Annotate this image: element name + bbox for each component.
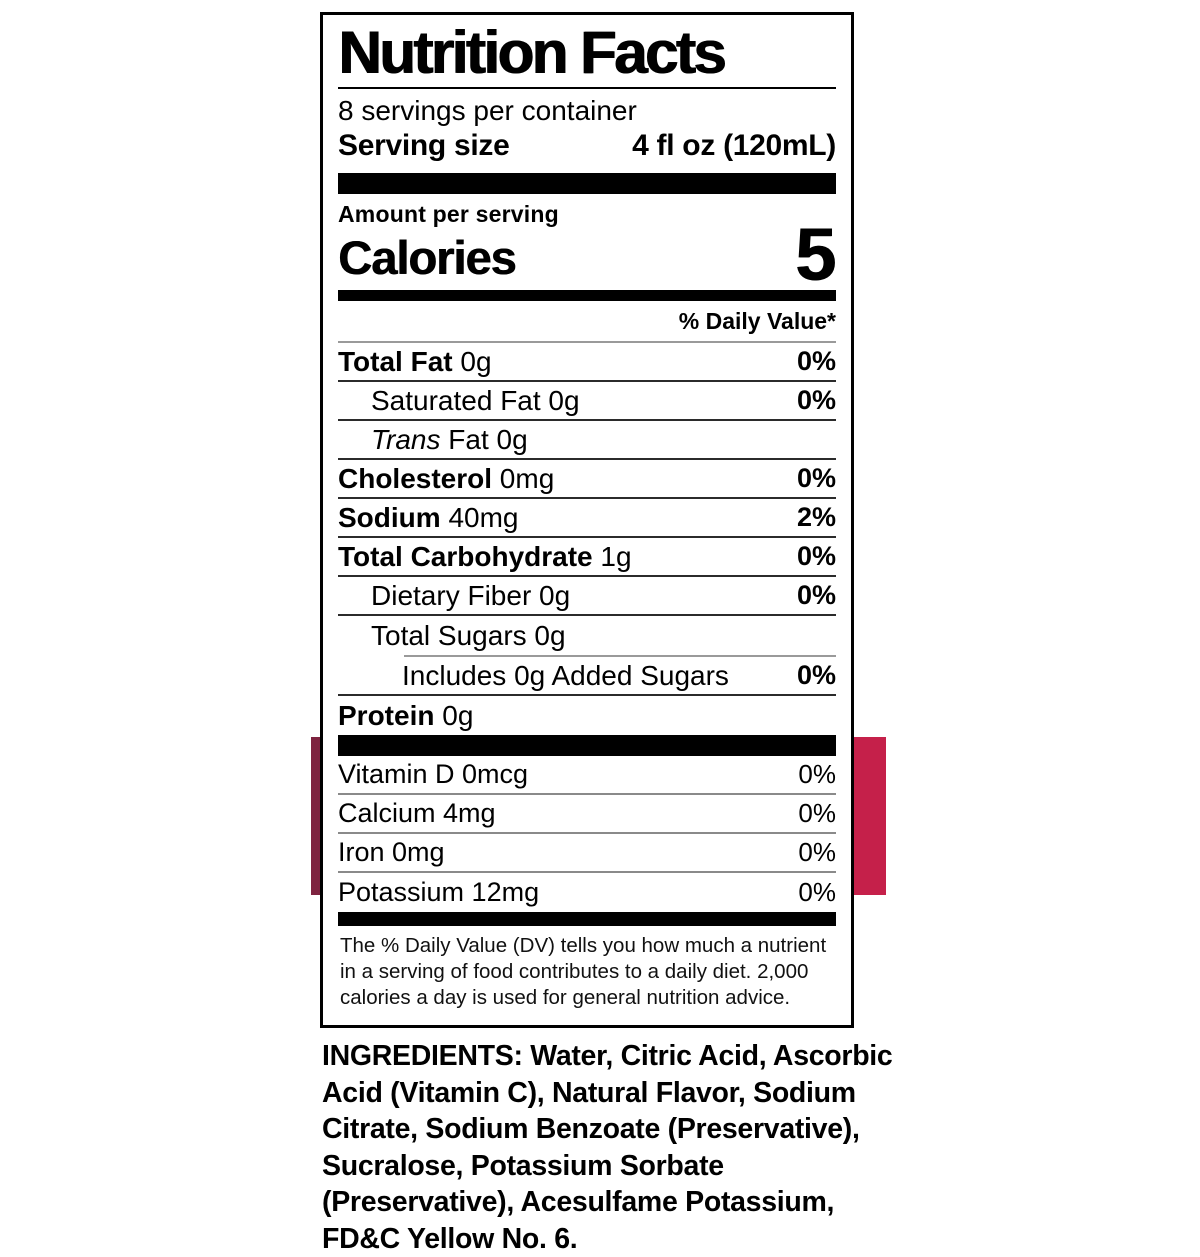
daily-value: 0% [796,385,836,415]
daily-value-footnote: The % Daily Value (DV) tells you how muc… [340,934,827,1009]
micronutrient-name: Iron 0mg [338,837,445,867]
nutrient-row: Saturated Fat 0g 0% [338,382,836,421]
divider-bar-footnote [338,912,836,926]
daily-value: 0% [798,837,836,867]
serving-size-value: 4 fl oz (120mL) [632,129,836,162]
daily-value: 0% [796,580,836,610]
micronutrient-name: Vitamin D 0mcg [338,759,529,789]
nutrient-name: Total Sugars 0g [371,619,566,651]
partial-rule [404,655,836,657]
serving-size-row: Serving size 4 fl oz (120mL) [338,127,836,164]
daily-value: 0% [796,463,836,493]
ingredients-text: INGREDIENTS: Water, Citric Acid, Ascorbi… [322,1040,893,1255]
nutrient-row: Total Carbohydrate 1g 0% [338,538,836,577]
nutrient-row: Total Sugars 0g [338,616,836,655]
calories-label: Calories [338,231,516,284]
nutrient-name: Trans Fat 0g [371,423,528,455]
nutrient-row: Trans Fat 0g [338,421,836,460]
amount-per-serving-label: Amount per serving [338,201,559,227]
label-title: Nutrition Facts [338,15,836,89]
divider-bar-thick [338,735,836,756]
nutrient-name: Cholesterol 0mg [338,462,555,494]
daily-value: 0% [798,798,836,828]
daily-value: 2% [796,502,836,532]
serving-size-label: Serving size [338,129,510,162]
calories-row: Calories 5 [338,213,836,296]
servings-per-container: 8 servings per container [338,95,637,126]
nutrient-row: Total Fat 0g 0% [338,343,836,382]
right-accent-bar [853,737,886,895]
micronutrient-rows: Vitamin D 0mcg 0% Calcium 4mg 0% Iron 0mg 0% P… [338,756,836,912]
nutrient-name: Dietary Fiber 0g [371,579,571,611]
nutrient-row: Protein 0g [338,696,836,735]
nutrient-name: Protein 0g [338,699,474,731]
nutrient-name: Total Carbohydrate 1g [338,540,632,572]
daily-value: 0% [796,541,836,571]
nutrient-row: Includes 0g Added Sugars 0% [338,657,836,696]
daily-value: 0% [798,877,836,907]
micronutrient-row: Calcium 4mg 0% [338,795,836,834]
daily-value-header: % Daily Value* [338,301,836,343]
nutrient-name: Sodium 40mg [338,501,519,533]
divider-bar-medium [338,290,836,301]
nutrient-rows: Total Fat 0g 0% Saturated Fat 0g 0% Trans Fa… [338,343,836,735]
left-accent-bar [311,737,321,895]
nutrient-name: Includes 0g Added Sugars [402,659,729,691]
micronutrient-row: Vitamin D 0mcg 0% [338,756,836,795]
daily-value: 0% [796,346,836,376]
divider-bar-thick [338,173,836,194]
nutrient-row: Dietary Fiber 0g 0% [338,577,836,616]
nutrient-name: Total Fat 0g [338,345,492,377]
micronutrient-name: Calcium 4mg [338,798,496,828]
micronutrient-row: Potassium 12mg 0% [338,873,836,912]
nutrition-facts-label: Nutrition Facts 8 servings per container… [320,12,854,1028]
nutrient-name: Saturated Fat 0g [371,384,580,416]
micronutrient-name: Potassium 12mg [338,877,540,907]
nutrient-row: Cholesterol 0mg 0% [338,460,836,499]
micronutrient-row: Iron 0mg 0% [338,834,836,873]
daily-value: 0% [796,660,836,690]
calories-value: 5 [794,213,836,296]
daily-value: 0% [798,759,836,789]
nutrient-row: Sodium 40mg 2% [338,499,836,538]
